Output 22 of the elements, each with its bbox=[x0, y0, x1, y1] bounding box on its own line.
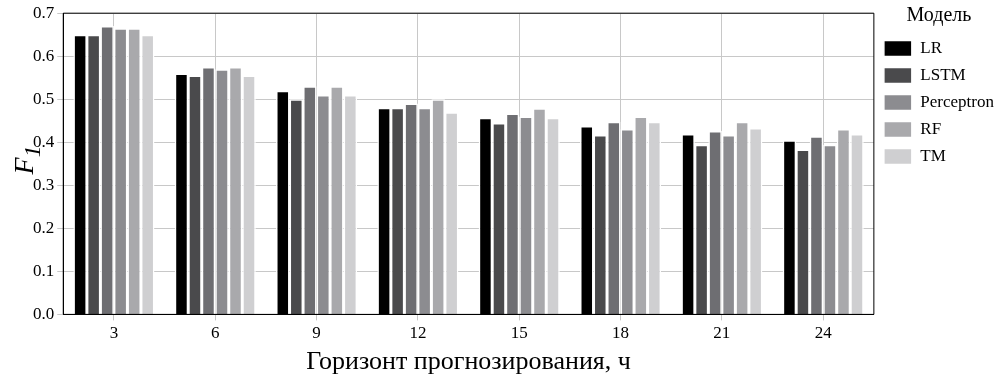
y-tick-label: 0.0 bbox=[33, 303, 55, 323]
x-tick-label: 21 bbox=[713, 323, 731, 343]
legend-label: LR bbox=[920, 37, 943, 57]
legend-label: RF bbox=[920, 118, 942, 138]
y-tick-label: 0.3 bbox=[33, 174, 55, 194]
legend-label: TM bbox=[920, 145, 946, 165]
x-axis-title: Горизонт прогнозирования, ч bbox=[306, 346, 631, 376]
legend-label: Perceptron bbox=[920, 91, 995, 111]
y-tick-label: 0.1 bbox=[33, 260, 55, 280]
x-tick-label: 24 bbox=[814, 323, 833, 343]
legend-title: Модель bbox=[906, 3, 972, 27]
x-tick-label: 3 bbox=[109, 323, 119, 343]
y-tick-label: 0.7 bbox=[33, 2, 55, 22]
x-tick-label: 15 bbox=[510, 323, 528, 343]
legend-label: LSTM bbox=[920, 64, 966, 84]
y-tick-label: 0.2 bbox=[33, 217, 55, 237]
x-tick-label: 12 bbox=[409, 323, 427, 343]
x-tick-label: 6 bbox=[210, 323, 220, 343]
y-tick-label: 0.6 bbox=[33, 45, 55, 65]
x-tick-label: 9 bbox=[312, 323, 321, 343]
y-tick-label: 0.5 bbox=[33, 88, 55, 108]
x-tick-label: 18 bbox=[612, 323, 630, 343]
